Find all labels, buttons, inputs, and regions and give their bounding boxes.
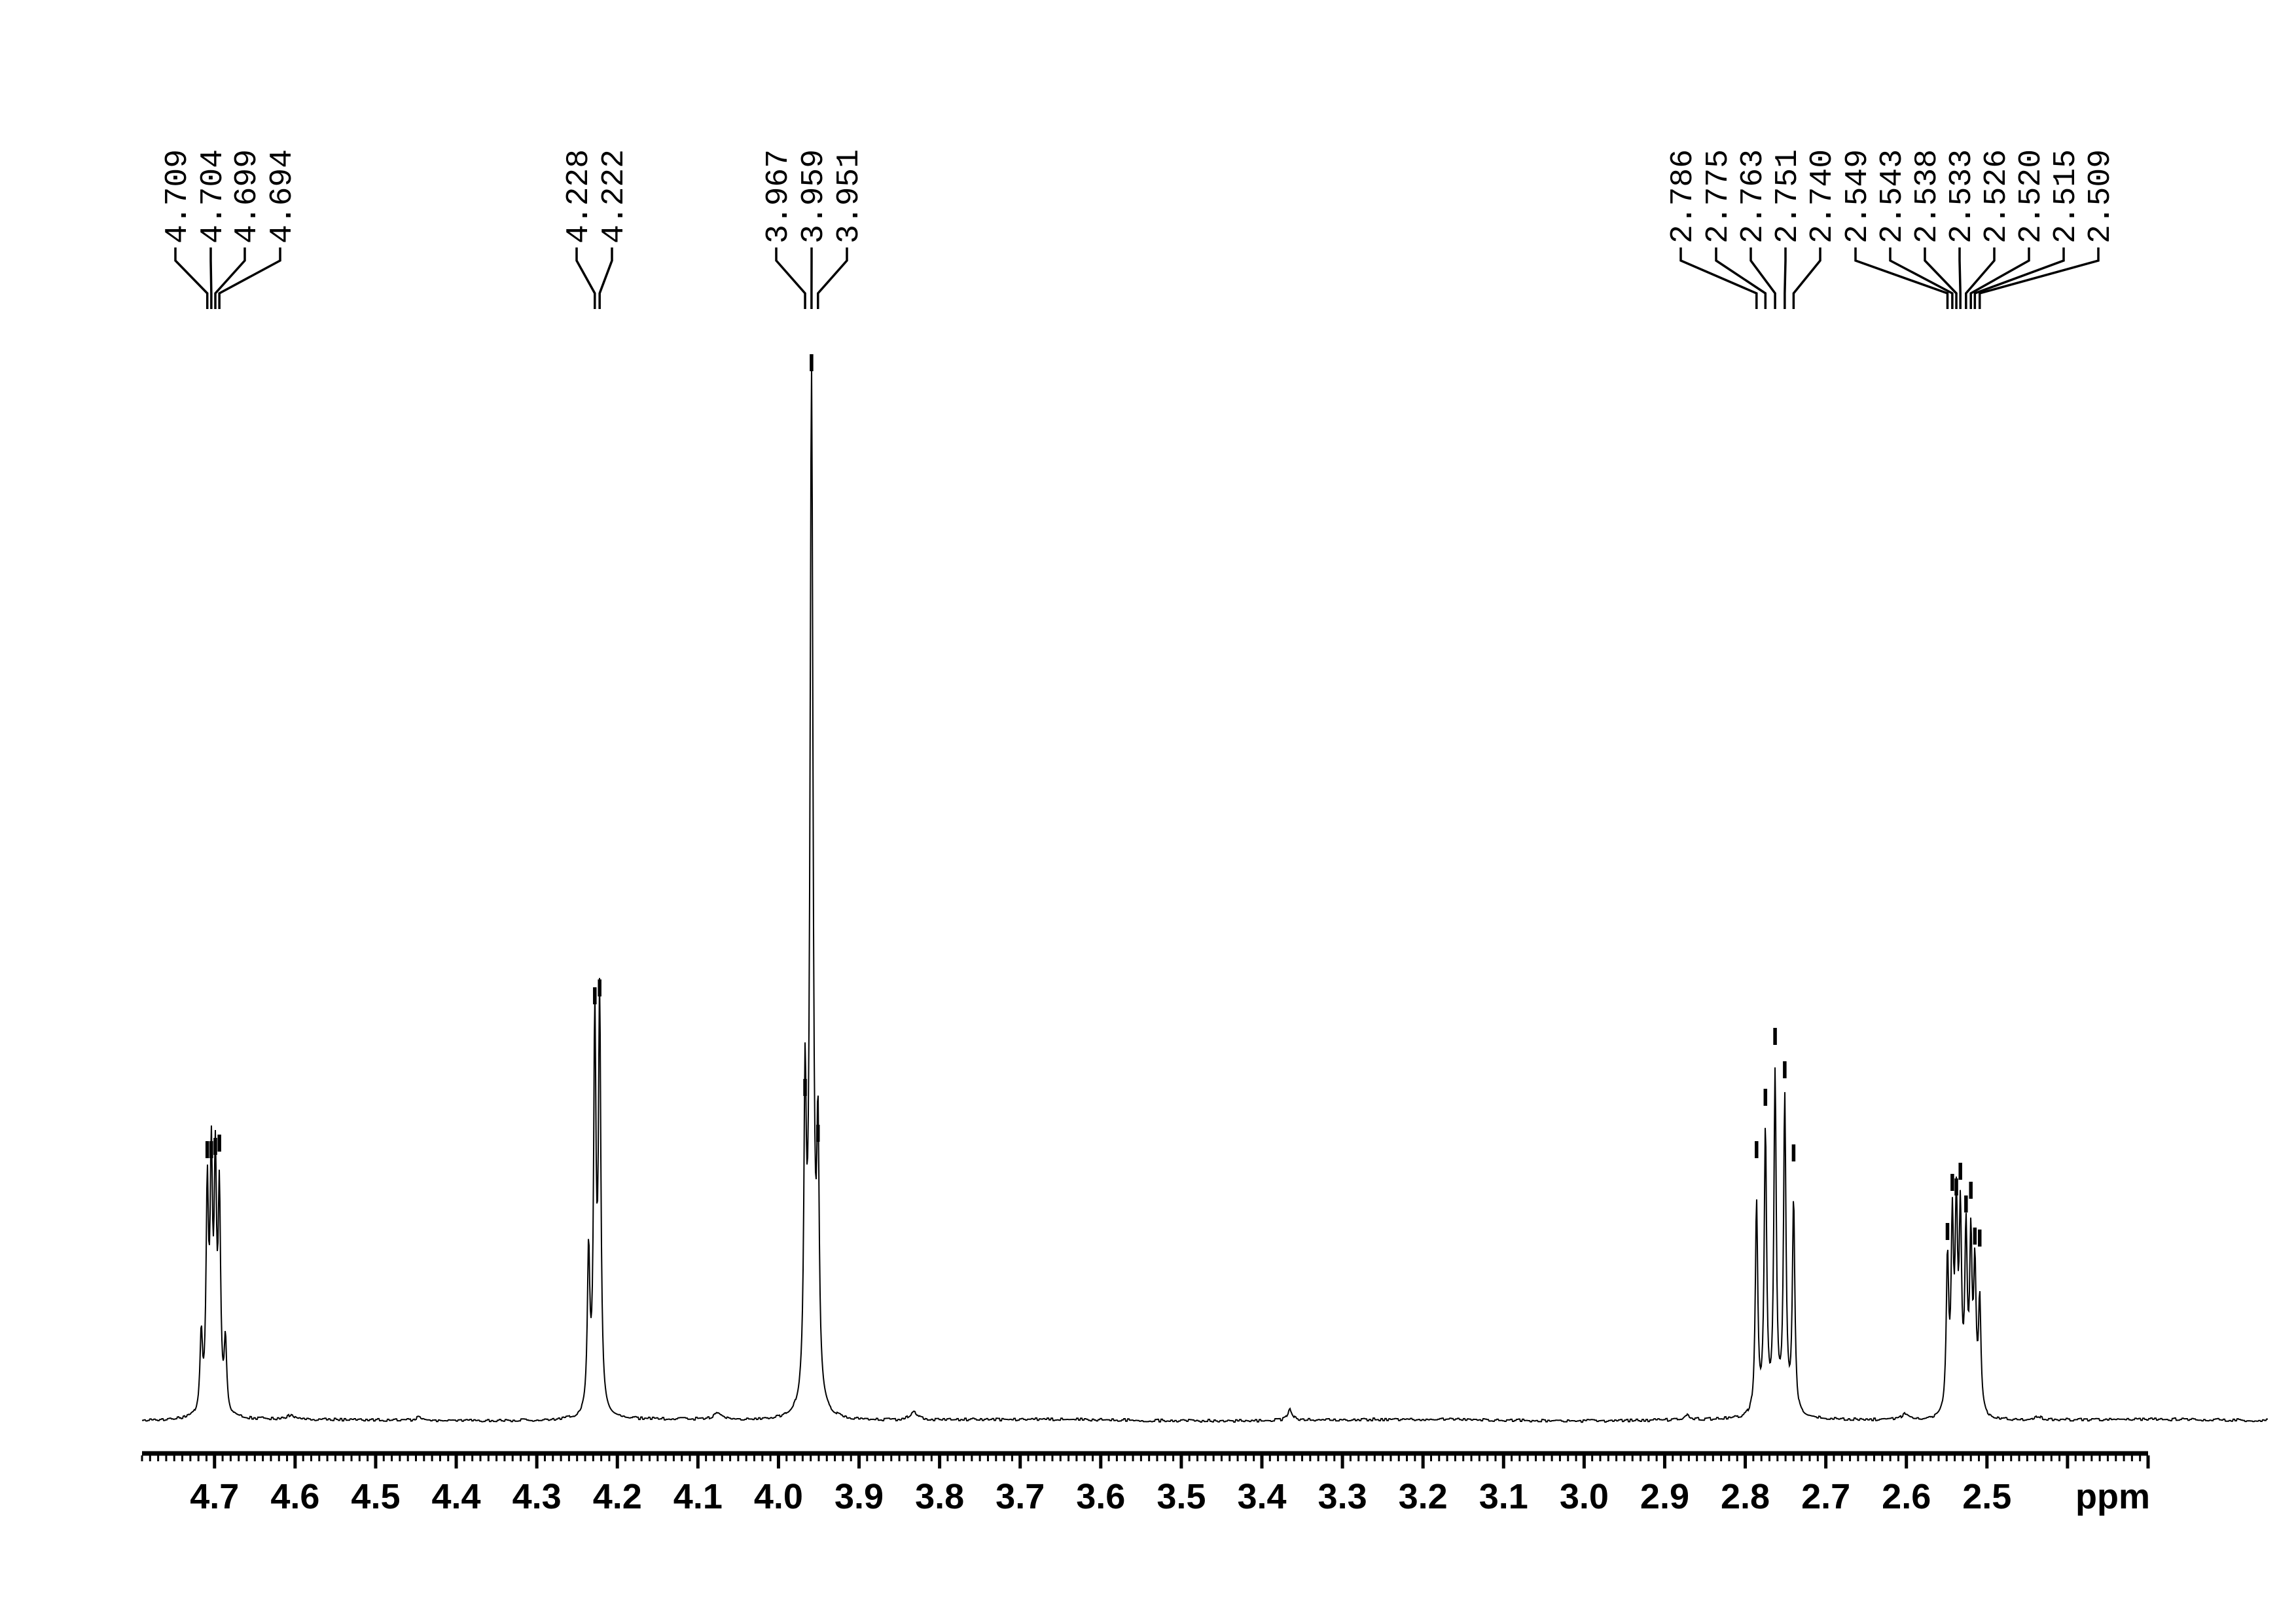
x-axis-tick-label: 4.7 bbox=[190, 1477, 239, 1516]
x-axis-tick-label: 2.5 bbox=[1962, 1477, 2011, 1516]
x-axis-tick-label: 2.6 bbox=[1882, 1477, 1931, 1516]
x-axis-tick-label: 3.1 bbox=[1479, 1477, 1528, 1516]
peak-label: 2.543 bbox=[1875, 149, 1910, 244]
ppm-unit-label: ppm bbox=[2075, 1477, 2150, 1516]
peak-label: 4.709 bbox=[160, 149, 196, 244]
spectrum-trace bbox=[142, 367, 2268, 1423]
peak-label: 2.549 bbox=[1840, 149, 1876, 244]
peak-label-leader bbox=[1978, 247, 2100, 309]
peak-pick-marker bbox=[213, 1138, 217, 1155]
x-axis-tick-label: 4.2 bbox=[593, 1477, 642, 1516]
x-axis-tick-label: 4.1 bbox=[673, 1477, 723, 1516]
spectrum-trace-path bbox=[142, 367, 2268, 1423]
peak-label: 2.533 bbox=[1945, 149, 1980, 244]
peak-label: 2.526 bbox=[1979, 149, 2015, 244]
peak-label: 3.959 bbox=[797, 149, 832, 244]
peak-label-leader bbox=[1969, 247, 2030, 309]
peak-pick-marker bbox=[205, 1141, 209, 1158]
peak-label: 2.515 bbox=[2049, 149, 2084, 244]
peak-label: 2.538 bbox=[1910, 149, 1945, 244]
peak-pick-marker bbox=[803, 1079, 807, 1096]
peak-label-leader bbox=[214, 247, 246, 309]
x-axis-tick-label: 3.0 bbox=[1560, 1477, 1609, 1516]
peak-label-leader bbox=[218, 247, 281, 309]
x-axis-tick-label: 2.7 bbox=[1801, 1477, 1850, 1516]
peak-pick-marker bbox=[593, 987, 597, 1004]
x-axis-tick-label: 3.4 bbox=[1237, 1477, 1286, 1516]
x-axis-tick-label: 2.9 bbox=[1640, 1477, 1689, 1516]
peak-label-leader bbox=[1965, 247, 1996, 309]
peak-pick-marker bbox=[1964, 1195, 1968, 1213]
peak-pick-marker bbox=[1958, 1163, 1962, 1180]
peak-pick-marker bbox=[1773, 1028, 1777, 1045]
peak-label: 4.704 bbox=[196, 149, 231, 244]
x-axis-tick-label: 3.5 bbox=[1157, 1477, 1206, 1516]
peak-label: 2.509 bbox=[2083, 149, 2119, 244]
peak-pick-marker bbox=[1755, 1141, 1759, 1158]
peak-label-leader-lines bbox=[174, 247, 2100, 309]
peak-label: 4.699 bbox=[230, 149, 265, 244]
peak-label: 2.763 bbox=[1736, 149, 1771, 244]
x-axis-tick-label: 4.0 bbox=[754, 1477, 803, 1516]
x-axis-tick-label: 4.6 bbox=[270, 1477, 319, 1516]
x-axis-tick-labels: 4.7 4.6 4.5 4.4 4.3 4.2 4.1 4.0 3.9 3.8 3.7 3.6 3.5 3… bbox=[190, 1477, 2011, 1516]
peak-pick-marker bbox=[1945, 1223, 1950, 1240]
peak-pick-marker bbox=[810, 354, 814, 371]
peak-label: 2.740 bbox=[1805, 149, 1840, 244]
peak-pick-marker bbox=[1954, 1178, 1958, 1195]
peak-pick-marker bbox=[1973, 1228, 1977, 1245]
x-axis bbox=[141, 1451, 2150, 1468]
peak-pick-marker bbox=[1977, 1230, 1982, 1247]
peak-label-leader bbox=[1792, 247, 1821, 309]
peak-pick-marker bbox=[1969, 1182, 1973, 1199]
peak-label-leader bbox=[1973, 247, 2065, 309]
x-axis-tick-label: 4.5 bbox=[351, 1477, 400, 1516]
peak-label-leader bbox=[1715, 247, 1767, 309]
peak-label: 2.751 bbox=[1770, 149, 1806, 244]
peak-label: 2.775 bbox=[1701, 149, 1736, 244]
x-axis-tick-label: 3.6 bbox=[1076, 1477, 1125, 1516]
peak-label-leader bbox=[816, 247, 848, 309]
peak-pick-marker bbox=[1763, 1089, 1768, 1106]
peak-label: 4.228 bbox=[562, 149, 597, 244]
x-axis-tick-label: 3.8 bbox=[915, 1477, 964, 1516]
peak-pick-marker bbox=[598, 979, 601, 996]
peak-pick-marker bbox=[1950, 1174, 1954, 1191]
peak-pick-marker bbox=[1791, 1144, 1796, 1161]
x-axis-tick-label: 4.4 bbox=[432, 1477, 481, 1516]
peak-label: 2.786 bbox=[1666, 149, 1701, 244]
x-axis-tick-label: 4.3 bbox=[512, 1477, 562, 1516]
peak-label: 3.967 bbox=[761, 149, 797, 244]
peak-pick-marker bbox=[816, 1125, 820, 1142]
x-axis-tick-label: 2.8 bbox=[1721, 1477, 1770, 1516]
x-axis-tick-label: 3.3 bbox=[1318, 1477, 1367, 1516]
peak-label-leader bbox=[1854, 247, 1949, 309]
x-axis-tick-label: 3.2 bbox=[1399, 1477, 1448, 1516]
peak-label-leader bbox=[1889, 247, 1954, 309]
x-axis-tick-label: 3.7 bbox=[996, 1477, 1045, 1516]
peak-label-leader bbox=[1749, 247, 1776, 309]
x-axis-tick-label: 3.9 bbox=[834, 1477, 884, 1516]
peak-label: 4.222 bbox=[597, 149, 632, 244]
peak-label: 3.951 bbox=[832, 149, 867, 244]
peak-pick-marker bbox=[1783, 1061, 1787, 1078]
peak-pick-marker bbox=[209, 1141, 213, 1158]
peak-pick-marker bbox=[217, 1135, 221, 1152]
peak-label-leader bbox=[1679, 247, 1758, 309]
peak-pick-markers bbox=[205, 354, 1982, 1247]
peak-label-leader bbox=[775, 247, 806, 309]
peak-label-leader bbox=[174, 247, 209, 309]
peak-label-leader bbox=[598, 247, 613, 309]
peak-label: 4.694 bbox=[265, 149, 300, 244]
peak-label-leader bbox=[1924, 247, 1958, 309]
peak-label: 2.520 bbox=[2014, 149, 2049, 244]
peak-label-leader bbox=[575, 247, 596, 309]
